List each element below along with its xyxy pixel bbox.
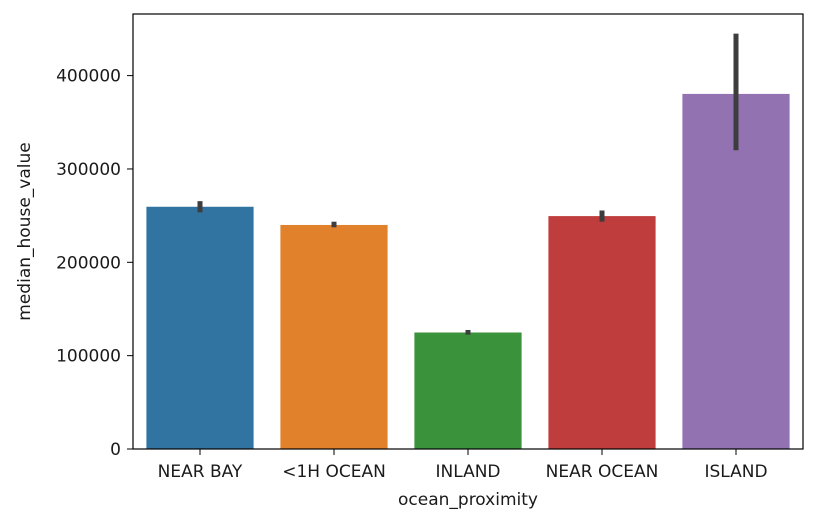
- bar-1: [280, 224, 388, 449]
- plot-frame: [132, 13, 804, 450]
- y-tick-label-4: 400000: [56, 67, 121, 87]
- y-tick-label-1: 100000: [56, 347, 121, 367]
- x-axis-label: ocean_proximity: [398, 490, 538, 510]
- y-tick-label-0: 0: [110, 440, 121, 460]
- x-axis-ticks: NEAR BAY <1H OCEAN INLAND NEAR OCEAN ISLAND: [158, 449, 768, 482]
- y-tick-label-3: 300000: [56, 160, 121, 180]
- bars-group: [146, 93, 790, 449]
- y-axis-label: median_house_value: [15, 142, 35, 320]
- x-tick-label-1: <1H OCEAN: [282, 462, 386, 482]
- bar-0: [146, 206, 254, 449]
- x-tick-label-3: NEAR OCEAN: [546, 462, 659, 482]
- y-axis-ticks: 0 100000 200000 300000 400000: [56, 67, 133, 460]
- bar-2: [414, 332, 522, 449]
- x-tick-label-2: INLAND: [435, 462, 500, 482]
- bar-3: [548, 216, 656, 449]
- bar-4: [682, 93, 790, 449]
- x-tick-label-0: NEAR BAY: [158, 462, 243, 482]
- x-tick-label-4: ISLAND: [704, 462, 767, 482]
- y-tick-label-2: 200000: [56, 253, 121, 273]
- error-bars-group: [197, 33, 739, 335]
